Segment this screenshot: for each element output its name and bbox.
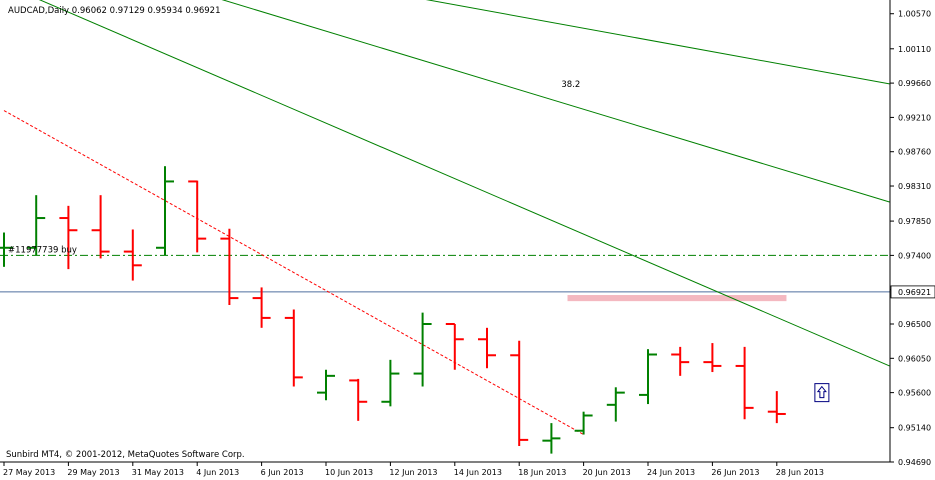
fib-level-label: 38.2 (561, 80, 580, 90)
lower-channel-line (38, 0, 890, 367)
x-tick-label: 6 Jun 2013 (261, 468, 304, 477)
ohlc-bar (317, 369, 335, 401)
ohlc-bar (445, 323, 464, 370)
ohlc-bar (703, 343, 722, 373)
y-tick-label: 0.98760 (898, 148, 931, 157)
ohlc-bar (671, 346, 690, 376)
ohlc-bar (381, 359, 400, 407)
x-tick-label: 14 Jun 2013 (454, 468, 502, 477)
ohlc-bar (59, 205, 78, 270)
x-tick-label: 26 Jun 2013 (711, 468, 759, 477)
y-tick-label: 0.97400 (898, 251, 931, 260)
ohlc-bar (156, 166, 174, 256)
ohlc-bar (735, 346, 754, 420)
x-tick-label: 27 May 2013 (3, 468, 55, 477)
up-arrow-icon (816, 385, 827, 399)
ohlc-bar (220, 228, 239, 305)
y-tick-label: 0.96500 (898, 320, 931, 329)
support-line (3, 110, 584, 435)
bid-price-label: 0.96921 (898, 288, 931, 297)
support-zone (567, 295, 787, 302)
y-tick-label: 0.99210 (898, 113, 931, 122)
y-tick-label: 1.00570 (898, 10, 931, 19)
upper-channel-line (425, 0, 890, 85)
arrow-box (814, 383, 830, 403)
ohlc-bar (349, 378, 368, 421)
y-tick-label: 0.98310 (898, 182, 931, 191)
ohlc-bar (542, 423, 561, 454)
zone-layer (567, 295, 787, 302)
y-tick-label: 0.96050 (898, 354, 931, 363)
x-tick-label: 10 Jun 2013 (325, 468, 373, 477)
ohlc-bar (91, 195, 110, 259)
ohlc-bar (27, 195, 46, 256)
x-tick-label: 24 Jun 2013 (647, 468, 695, 477)
ohlc-bar (123, 229, 142, 281)
copyright-text: Sunbird MT4, © 2001-2012, MetaQuotes Sof… (6, 450, 245, 460)
bid-price-box (890, 285, 935, 299)
middle-channel-line (221, 0, 890, 203)
lines-layer (0, 0, 890, 435)
bars-layer (0, 166, 830, 454)
order-line-label: #11977739 buy (8, 245, 77, 255)
y-tick-label: 0.97850 (898, 217, 931, 226)
y-tick-label: 0.95600 (898, 389, 931, 398)
ohlc-bar (606, 387, 625, 422)
ohlc-bar (767, 391, 786, 424)
y-tick-label: 0.95140 (898, 424, 931, 433)
chart-symbol-title: AUDCAD,Daily 0.96062 0.97129 0.95934 0.9… (8, 6, 221, 16)
y-tick-label: 0.94690 (898, 458, 931, 467)
ohlc-bar (284, 309, 303, 387)
ohlc-bar (188, 180, 207, 253)
ohlc-bar (252, 287, 271, 328)
y-tick-label: 0.99660 (898, 79, 931, 88)
x-tick-label: 31 May 2013 (132, 468, 184, 477)
ohlc-bar (0, 232, 13, 267)
y-tick-label: 1.00110 (898, 45, 931, 54)
x-tick-label: 12 Jun 2013 (389, 468, 437, 477)
ohlc-bar (510, 340, 529, 446)
x-tick-label: 29 May 2013 (67, 468, 119, 477)
bid-price-tag: 0.96921 (890, 285, 935, 299)
ohlc-bar (413, 312, 432, 387)
x-tick-label: 20 Jun 2013 (583, 468, 631, 477)
ohlc-bar (639, 349, 657, 405)
x-tick-label: 18 Jun 2013 (518, 468, 566, 477)
ohlc-bar (478, 327, 496, 369)
ohlc-bar (574, 411, 593, 435)
buy-arrow-marker (814, 383, 830, 403)
x-tick-label: 4 Jun 2013 (196, 468, 239, 477)
x-tick-label: 28 Jun 2013 (776, 468, 824, 477)
